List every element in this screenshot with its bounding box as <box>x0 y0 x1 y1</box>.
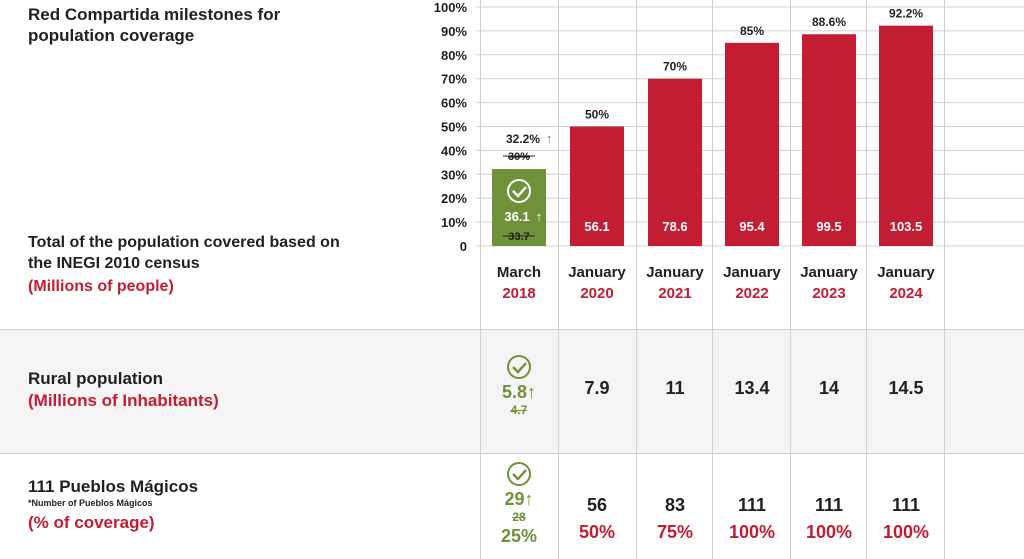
bar <box>648 78 702 246</box>
bar-population-label: 103.5 <box>890 219 923 234</box>
rural-label-text: Rural population <box>28 369 164 388</box>
up-arrow-icon: ↑ <box>524 489 534 509</box>
col-divider <box>866 0 867 559</box>
pueblos-label: 111 Pueblos Mágicos *Number of Pueblos M… <box>28 476 198 534</box>
bar-value-label: 88.6% <box>812 15 846 29</box>
x-tick-year: 2024 <box>889 285 923 302</box>
bar-population-label: 78.6 <box>662 219 687 234</box>
bar-population-label: 99.5 <box>816 219 841 234</box>
bar <box>492 169 546 246</box>
pueblos-count: 111 <box>891 495 921 515</box>
pueblos-count: 111 <box>814 495 844 515</box>
col-divider <box>944 0 945 559</box>
x-tick-year: 2023 <box>812 285 845 302</box>
pueblos-count: 83 <box>664 495 686 515</box>
divider-1 <box>0 329 1024 330</box>
chart-title: Red Compartida milestones for population… <box>28 5 281 45</box>
col-divider <box>712 0 713 559</box>
check-circle-icon <box>507 355 531 379</box>
band-rural <box>0 330 1024 454</box>
pueblos-pct: 100% <box>805 522 853 542</box>
pueblos-pct: 50% <box>578 522 616 542</box>
up-arrow-icon: ↑ <box>546 131 553 146</box>
first-target-population: 33.7 <box>508 231 529 243</box>
x-tick-month: January <box>646 264 704 281</box>
bar-value-label: 92.2% <box>889 7 923 21</box>
check-circle-icon <box>507 179 531 203</box>
bar-value-label: 85% <box>740 24 764 38</box>
coverage-bar-chart: 100% 90% 80% 70% 60% 50% 40% 30% 20% 10% 0 50% 56.1 7… <box>434 0 1024 302</box>
bar-population-label: 36.1 <box>504 209 529 224</box>
col-divider <box>636 0 637 559</box>
check-mark-icon <box>512 186 527 198</box>
x-tick-month: March <box>497 264 541 281</box>
y-tick-label: 10% <box>441 215 467 230</box>
up-arrow-icon: ↑ <box>527 382 537 402</box>
rural-value: 11 <box>665 378 685 398</box>
y-tick-label: 100% <box>434 0 468 15</box>
y-tick-label: 30% <box>441 167 467 182</box>
pueblos-first-cell: 29↑ 28 25% <box>481 461 557 547</box>
bar <box>879 25 933 247</box>
rural-label: Rural population (Millions of Inhabitant… <box>28 368 219 412</box>
pueblos-pct: 75% <box>656 522 694 542</box>
x-tick-year: 2018 <box>502 285 535 302</box>
x-tick-month: January <box>800 264 858 281</box>
y-tick-label: 80% <box>441 48 467 63</box>
bar-value-label: 32.2% <box>506 132 540 146</box>
total-label: Total of the population covered based on… <box>28 232 358 297</box>
pueblos-count: 56 <box>586 495 608 515</box>
x-tick-year: 2020 <box>580 285 613 302</box>
bar <box>725 42 779 246</box>
pueblos-pct: 100% <box>882 522 930 542</box>
bar <box>802 34 856 246</box>
rural-value: 13.4 <box>734 378 770 398</box>
rural-first-value: 5.8 <box>501 382 528 402</box>
pueblos-count: 111 <box>737 495 767 515</box>
pueblos-note: *Number of Pueblos Mágicos <box>28 498 153 508</box>
rural-value: 14.5 <box>888 378 924 398</box>
y-tick-label: 0 <box>460 239 467 254</box>
x-tick-year: 2021 <box>658 285 691 302</box>
rural-first-cell: 5.8↑ 4.7 <box>481 354 557 417</box>
bar <box>570 126 624 246</box>
total-label-text: Total of the population covered based on… <box>28 234 340 272</box>
x-tick-year: 2022 <box>735 285 768 302</box>
pueblos-first-pct: 25% <box>500 526 538 546</box>
x-tick-month: January <box>723 264 781 281</box>
bar-population-label: 56.1 <box>584 219 609 234</box>
col-divider <box>480 0 481 559</box>
pueblos-first-value: 29 <box>504 489 525 509</box>
rural-value: 7.9 <box>584 378 610 398</box>
rural-first-target: 4.7 <box>510 403 528 417</box>
col-divider <box>790 0 791 559</box>
pueblos-pct: 100% <box>728 522 776 542</box>
col-divider <box>558 0 559 559</box>
x-tick-month: January <box>877 264 935 281</box>
rural-unit: (Millions of Inhabitants) <box>28 391 219 410</box>
up-arrow-icon: ↑ <box>536 209 543 224</box>
y-tick-label: 70% <box>441 72 467 87</box>
pueblos-label-text: 111 Pueblos Mágicos <box>28 477 199 496</box>
y-tick-label: 50% <box>441 120 467 135</box>
total-unit: (Millions of people) <box>28 278 174 295</box>
y-tick-label: 40% <box>441 143 467 158</box>
rural-value: 14 <box>818 378 840 398</box>
first-target-label: 30% <box>508 151 530 163</box>
bar-value-label: 70% <box>663 60 687 74</box>
y-tick-label: 60% <box>441 96 467 111</box>
bar-value-label: 50% <box>585 108 609 122</box>
pueblos-unit: (% of coverage) <box>28 513 155 532</box>
y-tick-label: 90% <box>441 24 467 39</box>
divider-2 <box>0 453 1024 454</box>
bar-population-label: 95.4 <box>739 219 765 234</box>
x-tick-month: January <box>568 264 626 281</box>
band-pueblos <box>0 454 1024 559</box>
check-circle-icon <box>507 462 531 486</box>
pueblos-first-target: 28 <box>512 510 526 524</box>
y-tick-label: 20% <box>441 191 467 206</box>
